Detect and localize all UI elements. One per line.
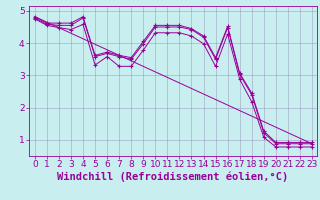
X-axis label: Windchill (Refroidissement éolien,°C): Windchill (Refroidissement éolien,°C)	[57, 172, 288, 182]
